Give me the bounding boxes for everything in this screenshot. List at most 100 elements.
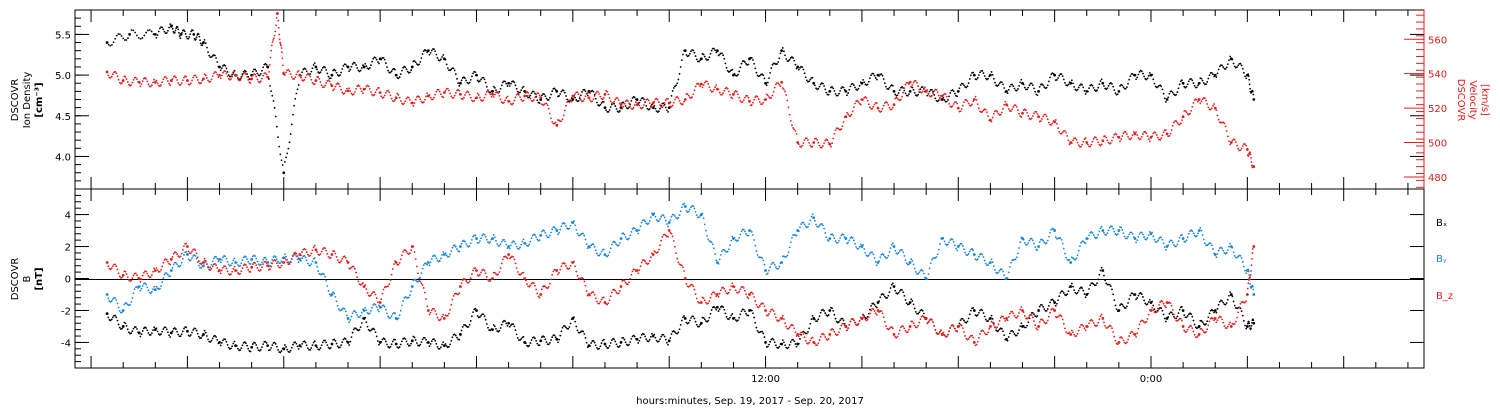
- by-sample: [1030, 237, 1033, 240]
- velocity-sample: [797, 143, 800, 146]
- bx-sample: [742, 308, 745, 311]
- by-sample: [813, 219, 816, 222]
- density-sample: [709, 52, 712, 55]
- velocity-sample: [621, 107, 624, 110]
- density-sample: [1168, 92, 1171, 95]
- bx-sample: [655, 339, 658, 342]
- density-sample: [226, 70, 229, 73]
- bz-sample: [124, 270, 127, 273]
- by-sample: [855, 246, 858, 248]
- by-sample: [734, 239, 737, 241]
- velocity-sample: [325, 82, 328, 84]
- bz-sample: [819, 335, 822, 338]
- bz-sample: [752, 292, 754, 295]
- density-sample: [456, 77, 458, 80]
- velocity-point: [250, 77, 254, 81]
- velocity-sample: [452, 96, 455, 99]
- bz-sample: [442, 313, 445, 316]
- velocity-point: [346, 89, 350, 93]
- bx-sample: [1062, 292, 1065, 294]
- bz-sample: [290, 258, 293, 260]
- by-sample: [185, 250, 188, 253]
- velocity-sample: [597, 91, 599, 93]
- density-sample: [992, 77, 995, 80]
- velocity-sample: [731, 97, 734, 100]
- by-sample: [698, 216, 700, 219]
- bx-sample: [878, 300, 881, 303]
- bx-sample: [718, 308, 721, 311]
- density-sample: [777, 61, 780, 63]
- by-sample: [834, 240, 837, 242]
- by-sample: [468, 245, 471, 247]
- bx-sample: [737, 319, 739, 322]
- bx-sample: [969, 309, 972, 312]
- velocity-sample: [383, 94, 386, 97]
- bx-sample: [637, 342, 640, 344]
- density-sample: [981, 70, 984, 72]
- by-sample: [912, 263, 915, 266]
- density-sample: [1012, 85, 1015, 88]
- by-sample: [942, 237, 945, 239]
- by-sample: [325, 279, 328, 282]
- bx-sample: [792, 338, 794, 341]
- density-point: [603, 106, 607, 110]
- bx-sample: [516, 337, 519, 339]
- by-sample: [421, 267, 424, 270]
- bx-sample: [563, 325, 566, 327]
- velocity-sample: [1025, 109, 1027, 112]
- bz-sample: [593, 293, 596, 296]
- velocity-sample: [770, 96, 773, 99]
- density-sample: [583, 88, 586, 91]
- bx-sample: [476, 315, 479, 317]
- by-sample: [169, 275, 172, 278]
- velocity-sample: [643, 104, 645, 106]
- bz-sample: [422, 287, 425, 289]
- velocity-sample: [197, 81, 200, 84]
- velocity-sample: [678, 99, 681, 102]
- bx-sample: [206, 335, 208, 337]
- density-sample: [599, 103, 602, 106]
- by-sample: [215, 256, 217, 258]
- density-sample: [671, 90, 674, 92]
- by-sample: [1028, 239, 1031, 242]
- density-sample: [1162, 92, 1165, 95]
- velocity-sample: [147, 83, 150, 86]
- bz-sample: [643, 259, 645, 261]
- bz-sample: [647, 262, 650, 265]
- bz-sample: [768, 313, 770, 315]
- density-sample: [771, 63, 774, 66]
- velocity-sample: [136, 78, 138, 80]
- by-sample: [769, 266, 772, 269]
- density-sample: [928, 90, 931, 93]
- bx-sample: [230, 347, 232, 350]
- velocity-sample: [599, 95, 602, 98]
- velocity-sample: [358, 85, 361, 88]
- by-sample: [247, 260, 250, 263]
- density-sample: [214, 54, 216, 57]
- bx-sample: [1052, 299, 1055, 302]
- bx-sample: [474, 307, 477, 310]
- velocity-sample: [1165, 129, 1167, 131]
- density-sample: [575, 99, 578, 101]
- velocity-sample: [497, 92, 500, 94]
- bx-sample: [394, 338, 396, 341]
- bx-sample: [145, 327, 148, 329]
- density-sample: [1201, 79, 1204, 82]
- by-sample: [465, 242, 468, 245]
- bx-sample: [247, 347, 250, 350]
- density-sample: [158, 27, 161, 30]
- bx-sample: [185, 326, 188, 329]
- by-sample: [324, 275, 326, 278]
- density-sample: [389, 71, 392, 74]
- bx-sample: [1115, 308, 1118, 311]
- bx-point: [699, 321, 703, 325]
- by-sample: [663, 216, 666, 219]
- density-sample: [758, 74, 761, 77]
- velocity-sample: [318, 78, 321, 80]
- velocity-sample: [791, 124, 793, 127]
- bx-sample: [902, 291, 905, 294]
- density-sample: [894, 93, 897, 96]
- density-sample: [284, 161, 286, 163]
- bz-point: [715, 293, 719, 296]
- by-sample: [1155, 241, 1158, 243]
